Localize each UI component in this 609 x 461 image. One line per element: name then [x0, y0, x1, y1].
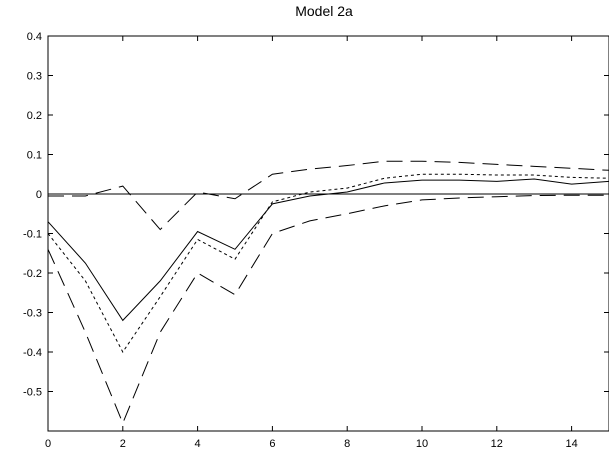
x-tick-label: 12	[491, 438, 503, 450]
series-line-4-long-dash	[47, 194, 609, 425]
x-tick-label: 8	[344, 438, 350, 450]
x-tick-label: 4	[195, 438, 201, 450]
x-tick-label: 10	[416, 438, 428, 450]
y-tick-label: 0	[36, 189, 42, 201]
plot-area	[47, 35, 609, 432]
y-tick-label: -0.5	[23, 387, 42, 399]
x-tick-label: 2	[120, 438, 126, 450]
series-line-2-dotted	[47, 173, 609, 353]
x-tick-label: 14	[565, 438, 577, 450]
y-tick-label: -0.2	[23, 268, 42, 280]
x-tick-label: 0	[45, 438, 51, 450]
y-tick-label: 0.1	[27, 150, 42, 162]
chart-title: Model 2a	[295, 3, 353, 19]
y-tick-label: 0.2	[27, 110, 42, 122]
series-line-3-long-dash	[48, 160, 609, 231]
y-tick-label: 0.3	[27, 71, 42, 83]
y-tick-label: -0.3	[23, 308, 42, 320]
y-tick-label: -0.4	[23, 347, 42, 359]
x-tick-label: 6	[269, 438, 275, 450]
series-line-1-solid	[47, 178, 609, 322]
y-tick-label: -0.1	[23, 229, 42, 241]
y-tick-label: 0.4	[27, 31, 42, 43]
